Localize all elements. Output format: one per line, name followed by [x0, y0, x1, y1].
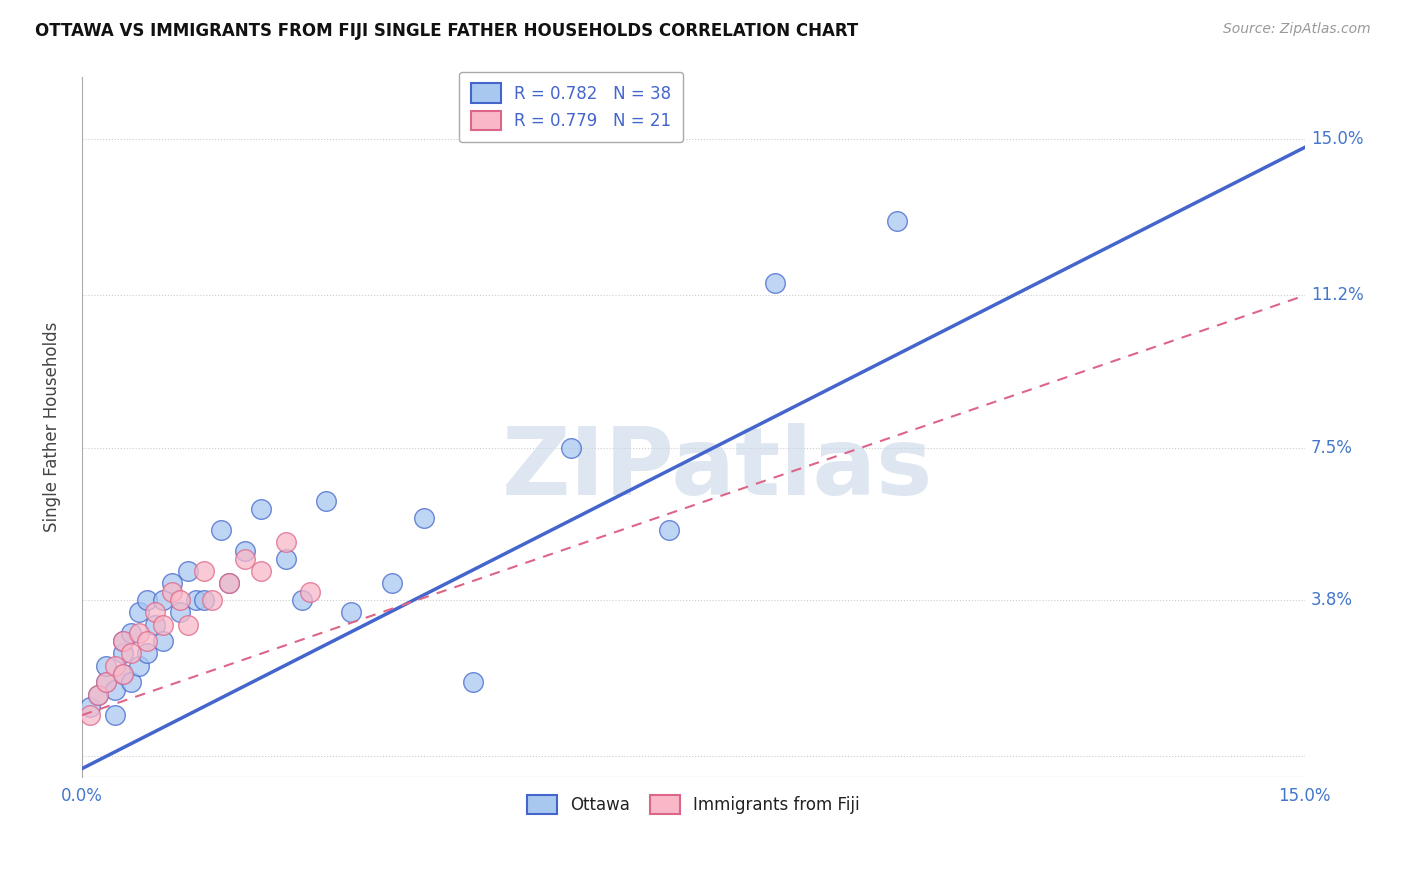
Point — [128, 605, 150, 619]
Point — [103, 658, 125, 673]
Point — [658, 523, 681, 537]
Point — [111, 647, 134, 661]
Point — [111, 634, 134, 648]
Text: 3.8%: 3.8% — [1310, 591, 1353, 609]
Point — [96, 675, 118, 690]
Point — [111, 667, 134, 681]
Point — [152, 617, 174, 632]
Point — [209, 523, 232, 537]
Point — [315, 494, 337, 508]
Point — [111, 634, 134, 648]
Point — [274, 535, 297, 549]
Point — [87, 688, 110, 702]
Point — [340, 605, 363, 619]
Point — [218, 576, 240, 591]
Y-axis label: Single Father Households: Single Father Households — [44, 322, 60, 533]
Text: 7.5%: 7.5% — [1310, 439, 1353, 457]
Legend: Ottawa, Immigrants from Fiji: Ottawa, Immigrants from Fiji — [517, 785, 870, 824]
Point — [291, 593, 314, 607]
Text: Source: ZipAtlas.com: Source: ZipAtlas.com — [1223, 22, 1371, 37]
Point — [103, 683, 125, 698]
Point — [79, 708, 101, 723]
Point — [193, 593, 215, 607]
Point — [560, 441, 582, 455]
Point — [152, 593, 174, 607]
Point — [886, 214, 908, 228]
Point — [169, 593, 191, 607]
Point — [763, 276, 786, 290]
Point — [143, 605, 166, 619]
Point — [233, 543, 256, 558]
Point — [250, 564, 273, 578]
Point — [184, 593, 207, 607]
Text: 15.0%: 15.0% — [1310, 130, 1364, 148]
Point — [136, 634, 159, 648]
Point — [120, 647, 142, 661]
Point — [218, 576, 240, 591]
Point — [413, 510, 436, 524]
Point — [128, 658, 150, 673]
Point — [103, 708, 125, 723]
Point — [143, 617, 166, 632]
Text: OTTAWA VS IMMIGRANTS FROM FIJI SINGLE FATHER HOUSEHOLDS CORRELATION CHART: OTTAWA VS IMMIGRANTS FROM FIJI SINGLE FA… — [35, 22, 859, 40]
Point — [177, 617, 200, 632]
Point — [96, 675, 118, 690]
Point — [160, 584, 183, 599]
Point — [169, 605, 191, 619]
Point — [79, 700, 101, 714]
Point — [381, 576, 404, 591]
Text: 11.2%: 11.2% — [1310, 286, 1364, 304]
Point — [160, 576, 183, 591]
Point — [136, 593, 159, 607]
Point — [299, 584, 322, 599]
Point — [111, 667, 134, 681]
Point — [128, 625, 150, 640]
Point — [463, 675, 485, 690]
Point — [120, 625, 142, 640]
Point — [201, 593, 224, 607]
Text: ZIPatlas: ZIPatlas — [502, 423, 934, 515]
Point — [136, 647, 159, 661]
Point — [96, 658, 118, 673]
Point — [152, 634, 174, 648]
Point — [193, 564, 215, 578]
Point — [233, 551, 256, 566]
Point — [274, 551, 297, 566]
Point — [177, 564, 200, 578]
Point — [120, 675, 142, 690]
Point — [250, 502, 273, 516]
Point — [87, 688, 110, 702]
